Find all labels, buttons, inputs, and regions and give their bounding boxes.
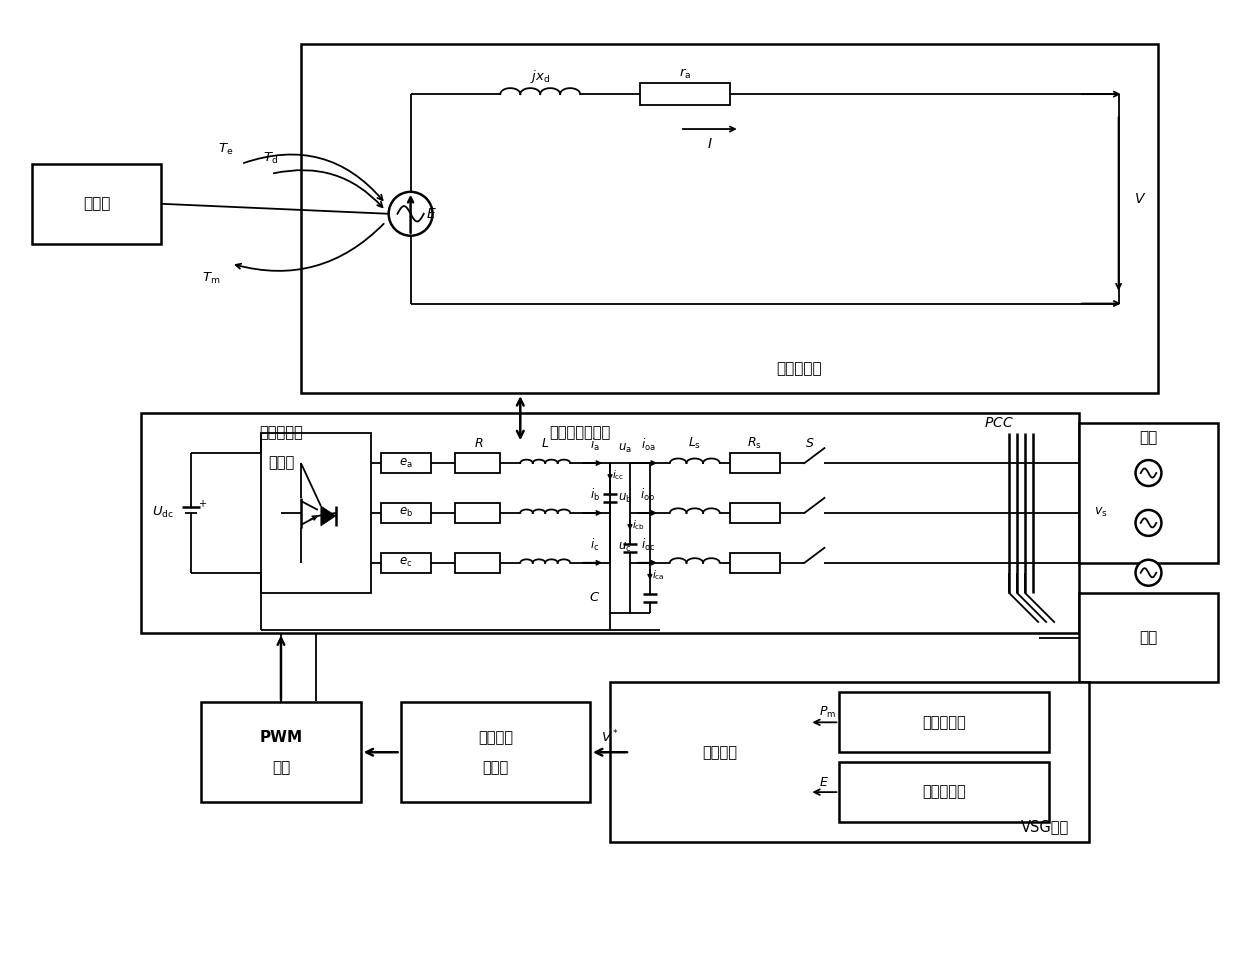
Text: $u_{\rm a}$: $u_{\rm a}$ [618,442,632,454]
Polygon shape [321,506,336,525]
Bar [1079,593,1218,682]
Text: $jx_{\rm d}$: $jx_{\rm d}$ [531,68,551,85]
Text: $T_{\rm m}$: $T_{\rm m}$ [202,271,221,286]
Text: $i_{\rm oa}$: $i_{\rm oa}$ [641,437,655,453]
Bar [201,703,361,802]
Bar [839,693,1049,752]
Text: $PCC$: $PCC$ [985,416,1014,430]
Bar [610,682,1089,842]
Text: $I$: $I$ [707,137,713,151]
Text: $E$: $E$ [425,207,436,221]
Circle shape [1136,559,1162,586]
Text: 虚拟同步发电机: 虚拟同步发电机 [549,425,611,441]
Text: $S$: $S$ [805,437,815,450]
Circle shape [1136,460,1162,486]
Text: $R$: $R$ [474,437,484,450]
Text: $i_{\rm b}$: $i_{\rm b}$ [590,486,600,503]
Text: $T_{\rm e}$: $T_{\rm e}$ [218,141,234,157]
Bar [729,503,780,523]
Text: 电压电流: 电压电流 [477,730,513,744]
Bar [141,414,1079,632]
Text: $R_{\rm s}$: $R_{\rm s}$ [748,436,763,450]
Text: $V$: $V$ [1133,192,1146,206]
Text: $i_{\rm ob}$: $i_{\rm ob}$ [640,486,656,503]
Circle shape [388,192,433,235]
Circle shape [1136,510,1162,536]
Text: VSG控制: VSG控制 [1021,819,1069,835]
Text: 驱动: 驱动 [272,760,290,775]
Bar [455,553,501,573]
Text: 负荷: 负荷 [1140,631,1158,645]
Bar [455,453,501,473]
Bar [839,762,1049,822]
Bar [301,44,1158,393]
Text: 控制环: 控制环 [482,760,508,775]
Bar [630,703,810,802]
Text: $i_{\rm cc}$: $i_{\rm cc}$ [613,468,625,482]
Bar [381,553,430,573]
Text: $T_{\rm d}$: $T_{\rm d}$ [263,152,279,166]
Bar [1079,423,1218,562]
Text: 原动机: 原动机 [83,197,110,211]
Bar [401,703,590,802]
Text: $i_{\rm ca}$: $i_{\rm ca}$ [652,568,665,582]
Text: 同步发电机: 同步发电机 [776,361,822,376]
Text: $L$: $L$ [541,437,549,450]
Text: PWM: PWM [259,730,303,744]
Text: 逆变器: 逆变器 [268,455,294,471]
Text: $r_{\rm a}$: $r_{\rm a}$ [678,67,691,81]
Bar [32,163,161,243]
Text: $V^*$: $V^*$ [601,729,619,745]
Bar [640,83,729,105]
Text: $i_{\rm cb}$: $i_{\rm cb}$ [632,518,645,532]
Bar [729,453,780,473]
Text: 三相电压源: 三相电压源 [259,425,303,441]
Text: 有功调节器: 有功调节器 [923,715,966,730]
Bar [381,453,430,473]
Bar [455,503,501,523]
Text: 转子方程: 转子方程 [702,744,738,760]
Text: $u_{\rm c}$: $u_{\rm c}$ [619,541,631,555]
Text: $e_{\rm b}$: $e_{\rm b}$ [398,506,413,520]
Text: $P_{\rm m}$: $P_{\rm m}$ [820,704,837,720]
Text: +: + [198,499,206,509]
Text: $i_{\rm c}$: $i_{\rm c}$ [590,537,600,553]
Bar [729,553,780,573]
Text: $i_{\rm oc}$: $i_{\rm oc}$ [641,537,655,553]
Text: $C$: $C$ [589,592,600,604]
Text: $u_{\rm b}$: $u_{\rm b}$ [618,491,632,505]
Text: $L_{\rm s}$: $L_{\rm s}$ [688,436,702,450]
Bar [262,433,371,593]
Bar [381,503,430,523]
Text: $E$: $E$ [820,775,830,789]
Text: $v_{\rm s}$: $v_{\rm s}$ [1094,506,1107,520]
Text: $e_{\rm c}$: $e_{\rm c}$ [399,557,412,569]
Text: $i_{\rm a}$: $i_{\rm a}$ [590,437,600,453]
Text: 电网: 电网 [1140,431,1158,446]
Text: $e_{\rm a}$: $e_{\rm a}$ [399,456,413,470]
Text: $U_{\rm dc}$: $U_{\rm dc}$ [153,505,175,521]
Text: 励磁调节器: 励磁调节器 [923,784,966,800]
